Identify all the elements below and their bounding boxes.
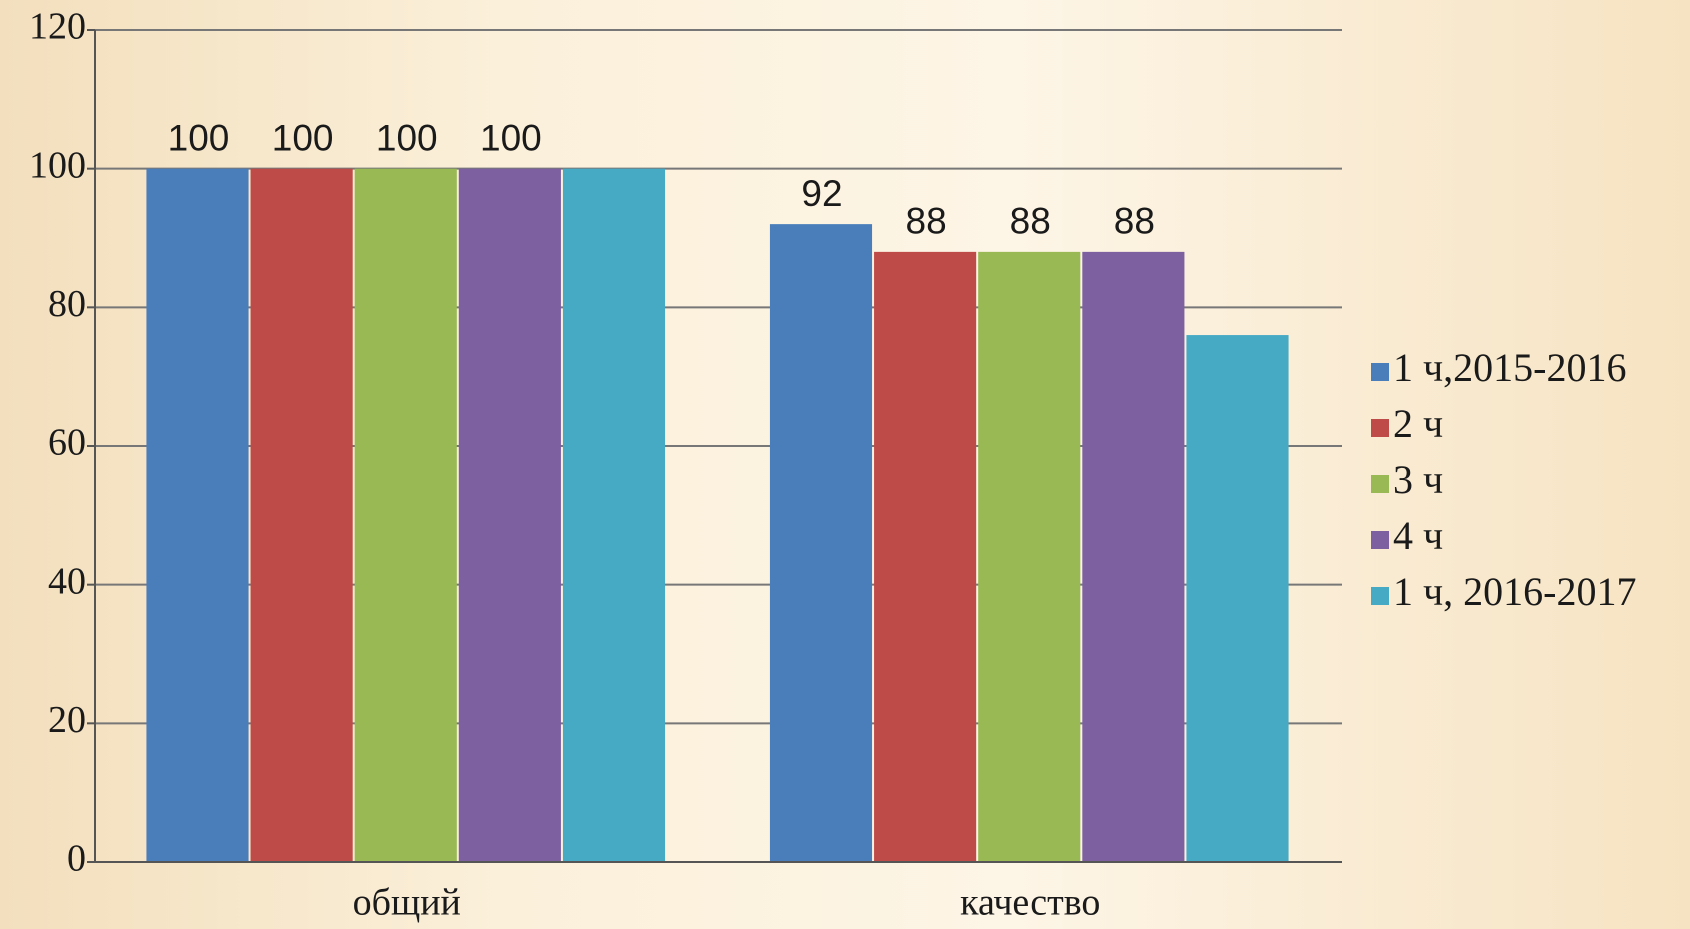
legend-label: 3 ч bbox=[1393, 457, 1443, 502]
legend-swatch bbox=[1371, 587, 1389, 605]
legend-swatch bbox=[1371, 531, 1389, 549]
y-tick-label: 0 bbox=[67, 838, 86, 880]
y-tick-label: 80 bbox=[48, 283, 86, 325]
data-label: 100 bbox=[376, 117, 438, 158]
legend-swatch bbox=[1371, 475, 1389, 493]
y-tick-label: 40 bbox=[48, 560, 86, 602]
data-label: 100 bbox=[480, 117, 542, 158]
bar bbox=[354, 168, 457, 862]
legend-label: 1 ч, 2016-2017 bbox=[1393, 569, 1636, 614]
legend-label: 1 ч,2015-2016 bbox=[1393, 345, 1626, 390]
y-tick-label: 120 bbox=[29, 6, 86, 48]
data-label: 100 bbox=[272, 117, 334, 158]
legend-label: 2 ч bbox=[1393, 401, 1443, 446]
y-tick-label: 20 bbox=[48, 699, 86, 741]
x-tick-label: качество bbox=[960, 882, 1100, 924]
bar bbox=[1186, 335, 1289, 863]
bar bbox=[874, 251, 977, 862]
data-label: 88 bbox=[1114, 201, 1155, 242]
bar bbox=[458, 168, 561, 862]
bar bbox=[769, 224, 873, 863]
data-label: 88 bbox=[906, 201, 947, 242]
bar bbox=[1082, 251, 1185, 862]
bar bbox=[562, 168, 666, 862]
y-tick-label: 60 bbox=[48, 422, 86, 464]
bar bbox=[978, 251, 1081, 862]
bar bbox=[250, 168, 353, 862]
legend-swatch bbox=[1371, 419, 1389, 437]
data-label: 100 bbox=[168, 117, 230, 158]
legend-swatch bbox=[1371, 363, 1389, 381]
x-tick-label: общий bbox=[353, 882, 461, 924]
data-label: 92 bbox=[801, 173, 842, 214]
data-label: 88 bbox=[1010, 201, 1051, 242]
legend-label: 4 ч bbox=[1393, 513, 1443, 558]
bar bbox=[146, 168, 249, 862]
y-tick-label: 100 bbox=[29, 144, 86, 186]
